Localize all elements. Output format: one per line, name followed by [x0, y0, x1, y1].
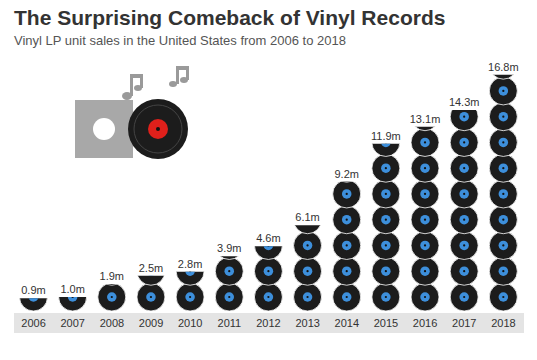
svg-text:14.3m: 14.3m — [449, 96, 480, 108]
svg-text:2009: 2009 — [139, 317, 163, 329]
svg-text:2008: 2008 — [100, 317, 124, 329]
html-text:Vinyl LP unit sales in the Uni: Vinyl LP unit sales in the United States… — [14, 33, 346, 48]
svg-text:2.5m: 2.5m — [139, 262, 163, 274]
svg-text:2010: 2010 — [178, 317, 202, 329]
svg-text:2018: 2018 — [491, 317, 515, 329]
svg-text:6.1m: 6.1m — [295, 211, 319, 223]
svg-text:3.9m: 3.9m — [217, 242, 241, 254]
svg-text:2012: 2012 — [256, 317, 280, 329]
svg-text:1.0m: 1.0m — [60, 283, 84, 295]
svg-text:2011: 2011 — [218, 317, 242, 329]
html-text:The Surprising Comeback of Vin: The Surprising Comeback of Vinyl Records — [14, 6, 446, 29]
svg-text:2.8m: 2.8m — [178, 258, 202, 270]
svg-text:9.2m: 9.2m — [334, 168, 358, 180]
svg-text:16.8m: 16.8m — [488, 61, 519, 73]
svg-text:4.6m: 4.6m — [256, 232, 280, 244]
svg-text:0.9m: 0.9m — [21, 284, 45, 296]
svg-text:2006: 2006 — [21, 317, 45, 329]
svg-text:1.9m: 1.9m — [100, 270, 124, 282]
svg-text:2017: 2017 — [452, 317, 476, 329]
svg-text:2013: 2013 — [295, 317, 319, 329]
svg-text:13.1m: 13.1m — [410, 113, 441, 125]
svg-text:2016: 2016 — [413, 317, 437, 329]
svg-text:2014: 2014 — [335, 317, 359, 329]
svg-text:2007: 2007 — [60, 317, 84, 329]
svg-text:2015: 2015 — [374, 317, 398, 329]
svg-text:11.9m: 11.9m — [371, 130, 401, 142]
